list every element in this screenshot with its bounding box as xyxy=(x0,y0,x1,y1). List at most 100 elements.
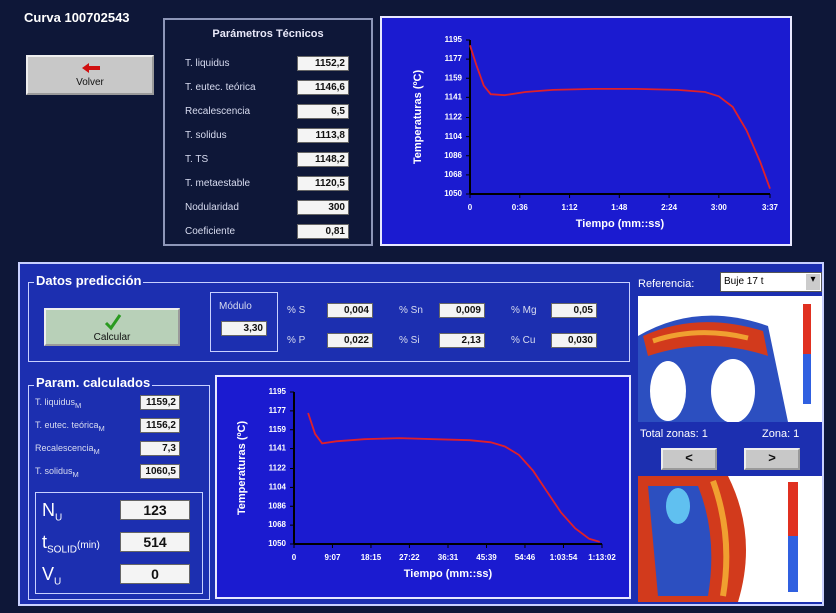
result-symbol: N xyxy=(42,500,55,520)
check-icon xyxy=(104,313,122,331)
x-tick-label: 3:37 xyxy=(762,203,779,212)
calc-label-sub: M xyxy=(75,401,81,410)
technical-title: Parámetros Técnicos xyxy=(165,28,371,40)
x-tick-label: 2:24 xyxy=(661,203,678,212)
y-tick-label: 1159 xyxy=(269,425,287,434)
y-tick-label: 1177 xyxy=(269,406,287,415)
calc-label-text: T. eutec. teórica xyxy=(35,420,99,430)
calc-value: 1159,2 xyxy=(140,395,180,410)
x-tick-label: 0 xyxy=(292,553,297,562)
x-tick-label: 45:39 xyxy=(476,553,497,562)
calc-label: T. liquidusM xyxy=(35,397,81,410)
back-button[interactable]: Volver xyxy=(26,55,154,95)
calc-label: T. solidusM xyxy=(35,466,79,479)
tech-value: 1120,5 xyxy=(297,176,349,191)
y-tick-label: 1104 xyxy=(445,132,463,141)
comp-value: 0,004 xyxy=(327,303,373,318)
tech-value: 1146,6 xyxy=(297,80,349,95)
temperature-line xyxy=(470,45,770,188)
calc-label-sub: M xyxy=(73,470,79,479)
x-tick-label: 3:00 xyxy=(711,203,728,212)
tech-value: 6,5 xyxy=(297,104,349,119)
curve-title: Curva 100702543 xyxy=(24,10,130,25)
tech-label: Recalescencia xyxy=(185,106,250,117)
app-window: Curva 100702543 Volver Parámetros Técnic… xyxy=(0,0,836,613)
comp-value: 0,022 xyxy=(327,333,373,348)
comp-value: 2,13 xyxy=(439,333,485,348)
prediction-title: Datos predicción xyxy=(34,273,143,288)
tech-label: T. eutec. teórica xyxy=(185,82,256,93)
calculated-title: Param. calculados xyxy=(34,375,152,390)
temperature-line xyxy=(308,413,600,542)
y-tick-label: 1159 xyxy=(445,73,463,82)
x-tick-label: 0 xyxy=(468,203,473,212)
tech-label: Nodularidad xyxy=(185,202,239,213)
x-tick-label: 1:48 xyxy=(611,203,628,212)
tech-value: 1152,2 xyxy=(297,56,349,71)
module-box: Módulo 3,30 xyxy=(210,292,278,352)
tech-label: T. TS xyxy=(185,154,208,165)
tech-label: Coeficiente xyxy=(185,226,235,237)
result-value: 123 xyxy=(120,500,190,520)
comp-label: % Mg xyxy=(511,305,537,316)
reference-select[interactable]: Buje 17 t▾ xyxy=(720,272,822,292)
y-tick-label: 1195 xyxy=(269,387,287,396)
y-tick-label: 1104 xyxy=(269,483,287,492)
next-button[interactable]: > xyxy=(744,448,800,470)
y-tick-label: 1086 xyxy=(268,501,286,510)
result-label: VU xyxy=(42,564,61,588)
y-tick-label: 1141 xyxy=(269,444,287,453)
thermal-image-2 xyxy=(638,476,822,602)
reference-value: Buje 17 t xyxy=(724,276,763,287)
y-tick-label: 1177 xyxy=(445,54,463,63)
result-sub: U xyxy=(54,577,61,588)
result-symbol: V xyxy=(42,564,54,584)
x-axis-label: Tiempo (mm::ss) xyxy=(576,218,665,230)
tech-value: 1148,2 xyxy=(297,152,349,167)
x-tick-label: 1:13:02 xyxy=(588,553,616,562)
comp-value: 0,030 xyxy=(551,333,597,348)
y-tick-label: 1141 xyxy=(445,92,463,101)
tech-label: T. metaestable xyxy=(185,178,250,189)
y-tick-label: 1195 xyxy=(445,35,463,44)
result-value: 0 xyxy=(120,564,190,584)
y-tick-label: 1122 xyxy=(445,113,463,122)
comp-value: 0,05 xyxy=(551,303,597,318)
tech-label: T. liquidus xyxy=(185,58,229,69)
calc-value: 1060,5 xyxy=(140,464,180,479)
x-tick-label: 0:36 xyxy=(512,203,529,212)
technical-panel: Parámetros Técnicos T. liquidus 1152,2 T. … xyxy=(163,18,373,246)
result-value: 514 xyxy=(120,532,190,552)
y-tick-label: 1050 xyxy=(268,539,286,548)
prev-button[interactable]: < xyxy=(661,448,717,470)
calc-label-text: T. solidus xyxy=(35,466,73,476)
comp-label: % S xyxy=(287,305,305,316)
module-label: Módulo xyxy=(219,301,252,312)
zone: Zona: 1 xyxy=(762,428,799,440)
calc-label-sub: M xyxy=(99,424,105,433)
x-tick-label: 9:07 xyxy=(324,553,341,562)
back-label: Volver xyxy=(76,77,104,88)
comp-label: % Cu xyxy=(511,335,535,346)
tech-value: 0,81 xyxy=(297,224,349,239)
comp-label: % P xyxy=(287,335,305,346)
comp-value: 0,009 xyxy=(439,303,485,318)
result-unit: (min) xyxy=(77,540,100,551)
result-sub: U xyxy=(55,513,62,524)
back-arrow xyxy=(80,62,102,74)
y-tick-label: 1068 xyxy=(268,520,286,529)
comp-label: % Sn xyxy=(399,305,423,316)
thermal-image-1 xyxy=(638,296,822,422)
calc-label-text: Recalescencia xyxy=(35,443,94,453)
x-tick-label: 1:12 xyxy=(562,203,579,212)
calculate-button[interactable]: Calcular xyxy=(44,308,180,346)
x-tick-label: 18:15 xyxy=(361,553,382,562)
calc-value: 7,3 xyxy=(140,441,180,456)
y-axis-label: Temperaturas (ºC) xyxy=(236,421,248,516)
tech-value: 300 xyxy=(297,200,349,215)
module-value: 3,30 xyxy=(221,321,267,336)
x-tick-label: 1:03:54 xyxy=(550,553,578,562)
